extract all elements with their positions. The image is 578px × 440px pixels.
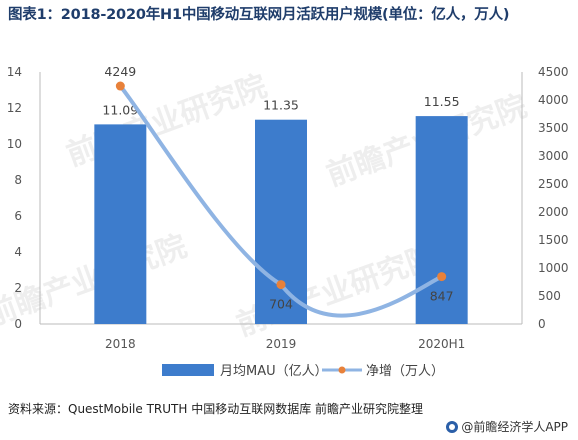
right-y-tick-label: 4000: [538, 93, 569, 107]
right-y-tick-label: 1000: [538, 261, 569, 275]
right-y-tick-label: 3500: [538, 121, 569, 135]
x-tick-label: 2018: [105, 337, 136, 351]
bar-data-label: 11.09: [102, 102, 138, 117]
brand-logo-icon: [446, 420, 459, 433]
line-data-label: 847: [430, 289, 454, 304]
left-y-ticks: 0 2 4 6 8 10 12 14: [7, 65, 22, 331]
line-series: [115, 81, 447, 318]
x-tick-label: 2020H1: [418, 337, 465, 351]
line-marker: [115, 81, 125, 91]
left-y-tick-label: 4: [14, 245, 22, 259]
bar: [94, 124, 147, 324]
right-y-tick-label: 4500: [538, 65, 569, 79]
legend-bar-swatch: [162, 364, 214, 376]
right-y-tick-label: 500: [538, 289, 561, 303]
left-y-tick-label: 10: [7, 137, 22, 151]
legend-line-label: 净增（万人）: [366, 364, 444, 379]
chart-title: 图表1：2018-2020年H1中国移动互联网月活跃用户规模(单位：亿人，万人): [8, 7, 510, 23]
x-tick-label: 2019: [266, 337, 297, 351]
right-y-tick-label: 1500: [538, 233, 569, 247]
line-marker: [276, 280, 286, 290]
right-y-tick-label: 0: [538, 317, 546, 331]
legend-line-marker: [338, 366, 346, 374]
left-y-tick-label: 14: [7, 65, 22, 79]
line-data-label: 4249: [104, 64, 136, 79]
bar: [415, 116, 468, 324]
left-y-tick-label: 0: [14, 317, 22, 331]
bar: [255, 119, 307, 324]
bar-data-labels: 11.09 11.35 11.55: [102, 94, 459, 117]
right-y-tick-label: 3000: [538, 149, 569, 163]
legend-bar-label: 月均MAU（亿人）: [220, 364, 328, 379]
legend: 月均MAU（亿人） 净增（万人）: [162, 364, 444, 379]
source-note: 资料来源：QuestMobile TRUTH 中国移动互联网数据库 前瞻产业研究…: [8, 402, 424, 416]
x-ticks: 2018 2019 2020H1: [105, 337, 465, 351]
bar-series: [94, 116, 468, 324]
bar-data-label: 11.35: [263, 98, 299, 113]
left-y-tick-label: 2: [14, 281, 22, 295]
right-y-ticks: 0 500 1000 1500 2000 2500 3000 3500 4000 4500: [538, 65, 569, 331]
brand-mark: @前瞻经济学人APP: [446, 418, 568, 435]
line-data-label: 704: [269, 297, 293, 312]
line-marker: [437, 272, 447, 282]
right-y-tick-label: 2000: [538, 205, 569, 219]
left-y-tick-label: 8: [14, 173, 22, 187]
watermark-text: 前瞻产业研究院: [62, 69, 271, 174]
left-y-tick-label: 12: [7, 101, 22, 115]
line-data-labels: 4249 704 847: [104, 64, 453, 312]
brand-text: @前瞻经济学人APP: [461, 420, 568, 434]
right-y-tick-label: 2500: [538, 177, 569, 191]
bar-data-label: 11.55: [424, 94, 460, 109]
left-y-tick-label: 6: [14, 209, 22, 223]
